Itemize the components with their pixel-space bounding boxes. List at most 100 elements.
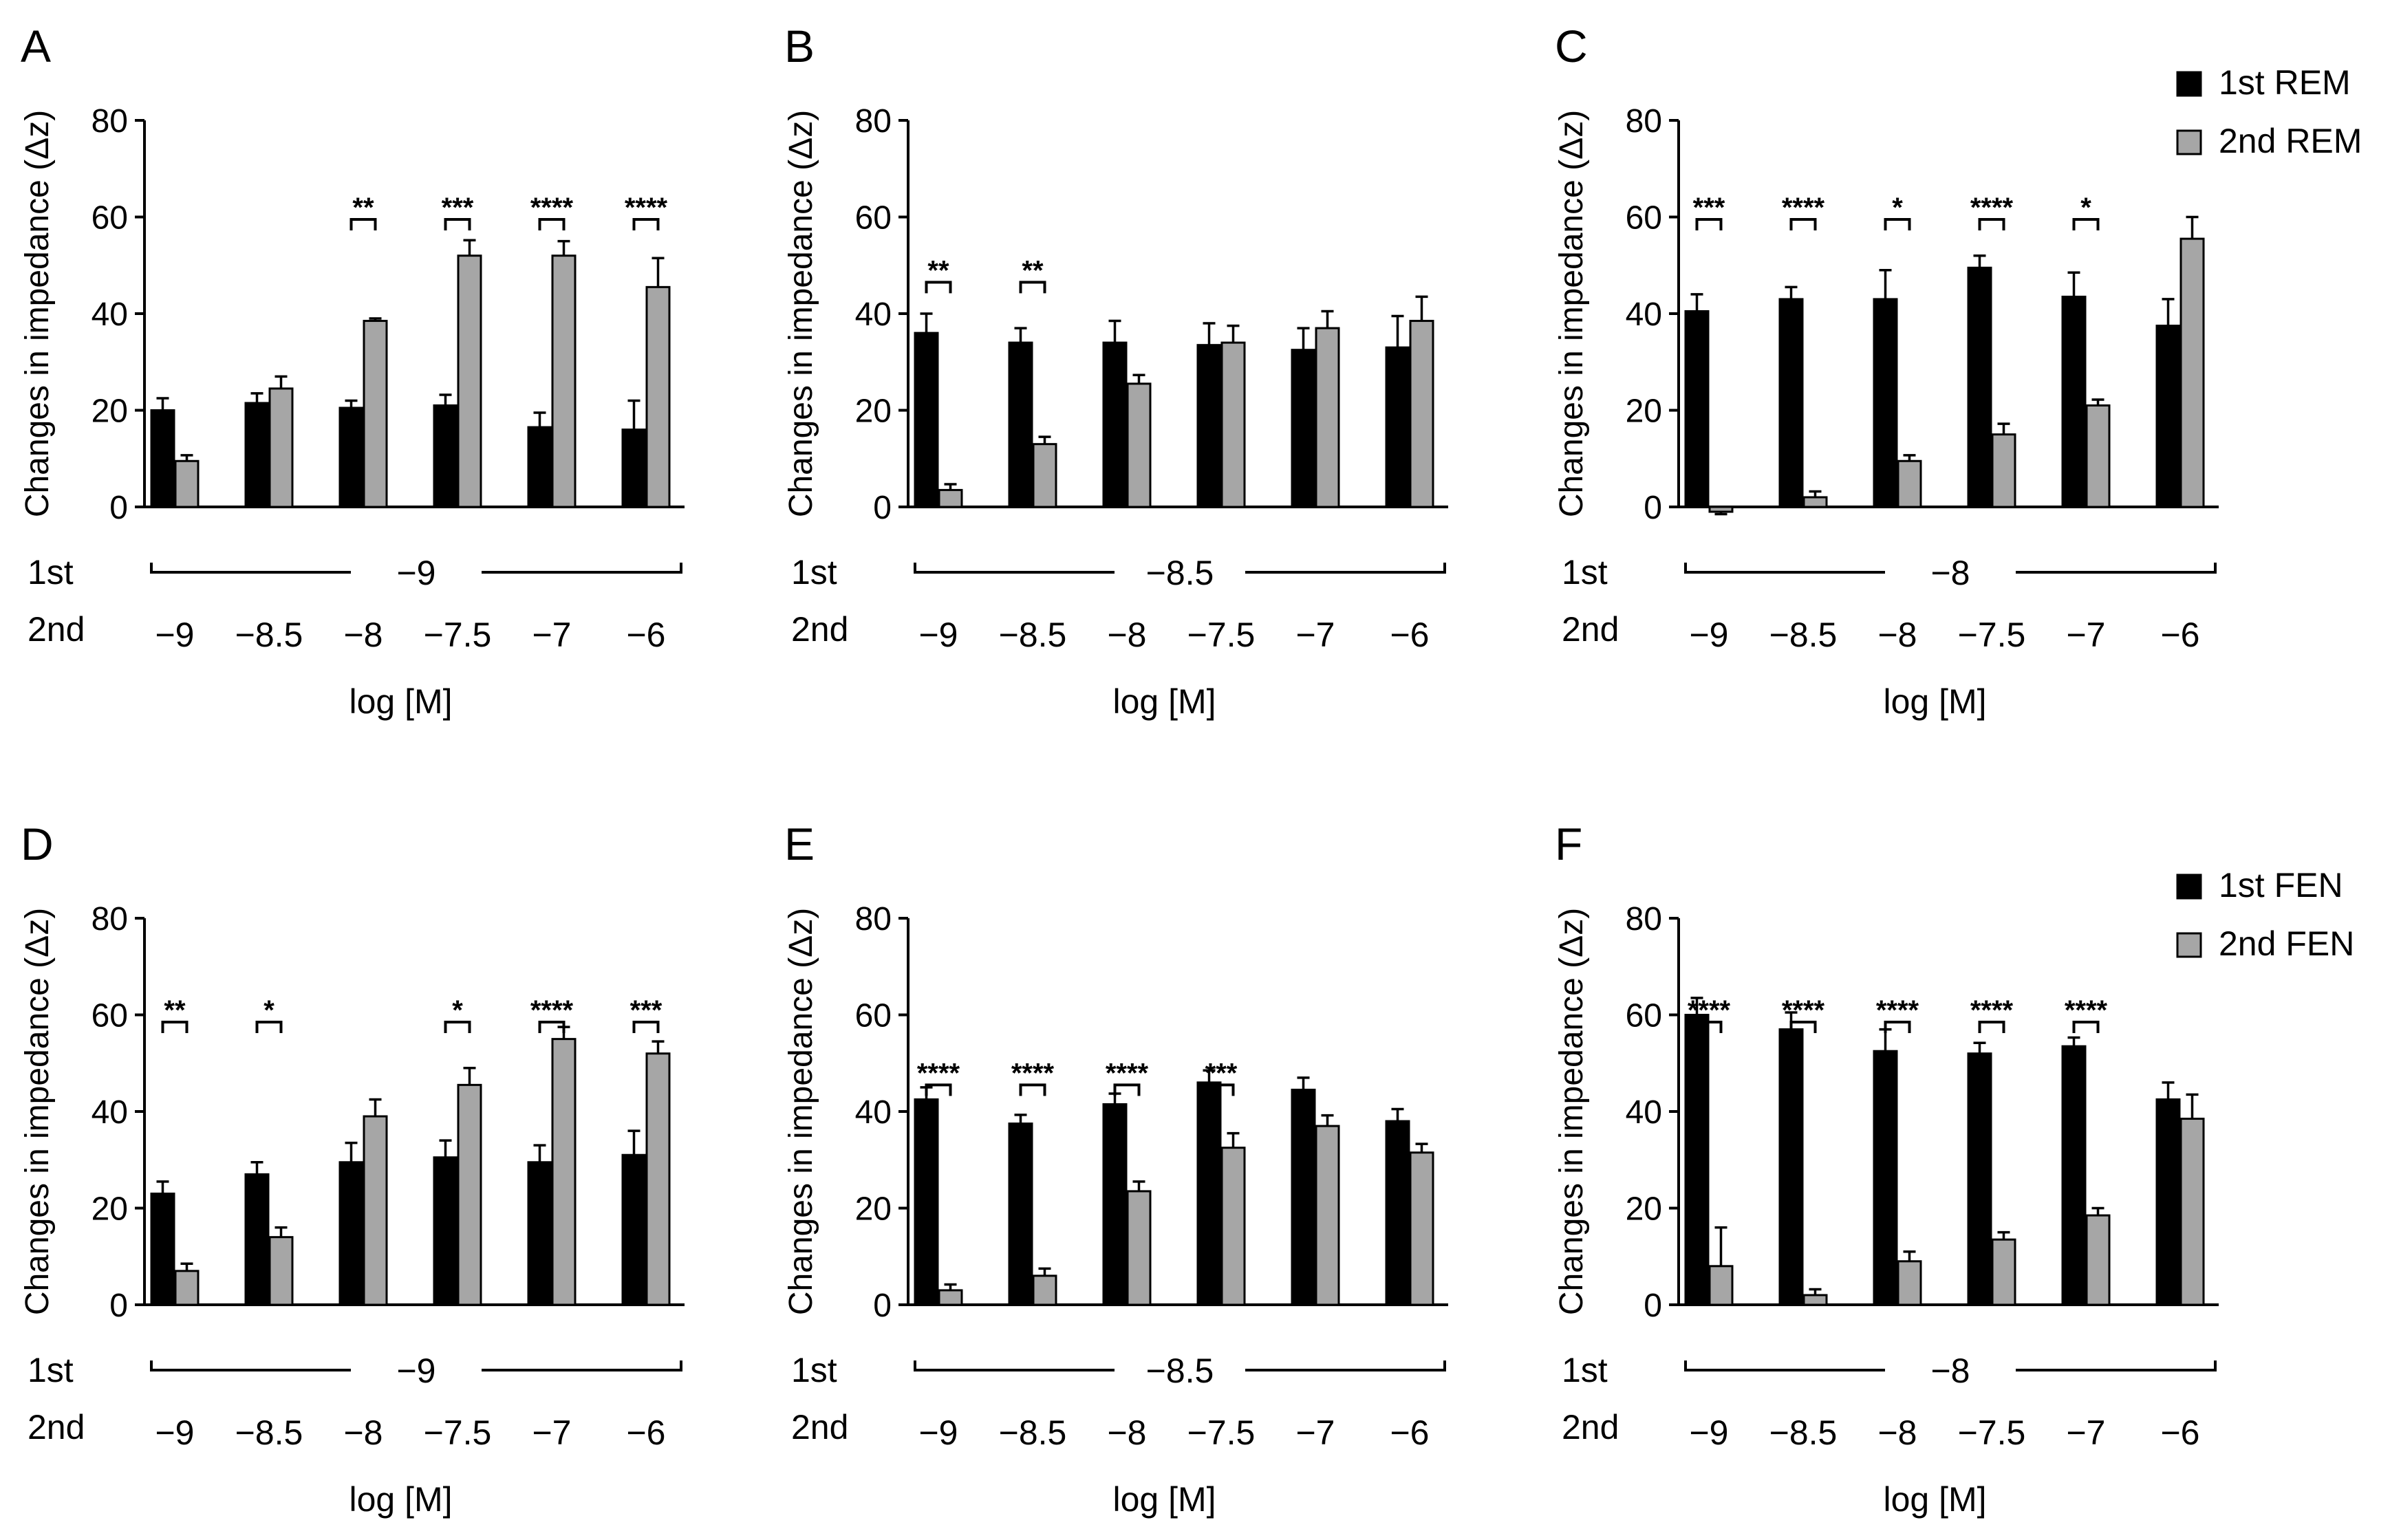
panel-c-ytick-label-0: 0	[1644, 490, 1662, 526]
panel-b-xlabel: log [M]	[1112, 682, 1216, 721]
panel-a-first-bracket-right	[482, 563, 682, 574]
panel-d-sig-bracket-1	[255, 1021, 283, 1034]
panel-a-bar-s1-1	[268, 387, 294, 508]
panel-f-bar-s0-0	[1684, 1014, 1710, 1306]
panel-e-bar-s0-2	[1102, 1103, 1128, 1306]
panel-f-row-first-label: 1st	[1562, 1351, 1608, 1389]
panel-a-sig-bracket-5	[632, 218, 660, 231]
panel-c-first-dose: −8	[1930, 554, 1970, 592]
panel-c-bar-s0-2	[1873, 298, 1898, 508]
panel-f-bar-s0-4	[2061, 1045, 2087, 1306]
panel-a-category-1: −8.5	[235, 616, 303, 654]
panel-d-category-0: −9	[155, 1413, 194, 1452]
panel-b-first-bracket-left	[914, 563, 1115, 574]
panel-f-sig-label-2: ****	[1876, 995, 1919, 1026]
panel-c-category-0: −9	[1689, 616, 1728, 654]
panel-f-ytick-label-4: 80	[1626, 901, 1662, 937]
panel-f-row-second-label: 2nd	[1562, 1408, 1619, 1446]
panel-b-category-1: −8.5	[999, 616, 1067, 654]
panel-a-ytick-label-2: 40	[91, 296, 128, 333]
panel-b-bar-s1-4	[1315, 327, 1340, 508]
panel-a-bar-s0-1	[244, 402, 270, 508]
panel-f-ytick-label-2: 40	[1626, 1094, 1662, 1131]
panel-c-bar-s1-3	[1991, 433, 2016, 508]
panel-b-sig-label-0: **	[927, 255, 949, 285]
panel-b-category-5: −6	[1390, 616, 1429, 654]
panel-d-bar-s0-0	[150, 1192, 175, 1306]
panel-f-bar-s1-1	[1802, 1294, 1828, 1306]
panel-c-first-bracket-left	[1684, 563, 1885, 574]
panel-a-sig-label-5: ****	[625, 193, 668, 223]
panel-a-category-5: −6	[626, 616, 665, 654]
panel-e-bar-s1-2	[1126, 1190, 1152, 1306]
panel-d-category-1: −8.5	[235, 1413, 303, 1452]
panel-b-row-first-label: 1st	[791, 553, 837, 592]
panel-b-ytick-label-0: 0	[873, 490, 892, 526]
panel-c-letter: C	[1555, 21, 1588, 72]
panel-c-ylabel: Changes in impedance (Δz)	[1553, 110, 1590, 517]
panel-c-sig-label-2: *	[1892, 193, 1903, 223]
panel-a-sig-label-2: **	[352, 193, 374, 223]
panel-a-bar-s0-3	[433, 404, 458, 508]
panel-d-bar-s1-3	[457, 1083, 482, 1306]
panel-c-sig-bracket-4	[2072, 218, 2100, 231]
panel-d-category-2: −8	[343, 1413, 383, 1452]
panel-d-ylabel: Changes in impedance (Δz)	[19, 908, 56, 1315]
legend-rem-swatch-first	[2176, 71, 2202, 97]
panel-a-ytick-label-1: 20	[91, 393, 128, 430]
panel-e-sig-label-2: ****	[1106, 1058, 1149, 1088]
panel-b-bar-s0-2	[1102, 341, 1128, 508]
panel-d-bar-s1-4	[551, 1038, 577, 1306]
panel-e-bar-s0-0	[914, 1098, 939, 1306]
panel-a-bar-s1-3	[457, 254, 482, 508]
panel-a-category-4: −7	[532, 616, 571, 654]
panel-a-bar-s0-2	[338, 406, 364, 508]
panel-f-sig-label-3: ****	[1970, 995, 2014, 1026]
panel-e-sig-label-1: ****	[1011, 1058, 1055, 1088]
panel-d-ytick-label-0: 0	[109, 1288, 128, 1324]
panel-f-category-2: −8	[1877, 1413, 1917, 1452]
panel-c-bar-s0-0	[1684, 310, 1710, 508]
panel-d-ytick-label-3: 60	[91, 998, 128, 1034]
panel-e-ytick-label-4: 80	[855, 901, 892, 937]
panel-f-bar-s1-4	[2085, 1214, 2111, 1306]
panel-e-category-5: −6	[1390, 1413, 1429, 1452]
panel-a-category-3: −7.5	[424, 616, 492, 654]
panel-c-sig-label-4: *	[2080, 193, 2091, 223]
panel-b-bar-s0-5	[1385, 346, 1410, 508]
panel-b-ytick-label-3: 60	[855, 200, 892, 237]
panel-d-bar-s0-4	[527, 1161, 552, 1306]
panel-d-sig-label-4: ****	[530, 995, 574, 1026]
panel-d-category-5: −6	[626, 1413, 665, 1452]
panel-b-bar-s0-1	[1008, 341, 1033, 508]
panel-c-row-second-label: 2nd	[1562, 610, 1619, 649]
panel-c-sig-bracket-2	[1884, 218, 1911, 231]
panel-f: F Changes in impedance (Δz) 0 20 40 60 80 **** *…	[1553, 818, 2219, 1519]
panel-a-xlabel: log [M]	[349, 682, 452, 721]
panel-d-sig-bracket-4	[538, 1021, 566, 1034]
panel-d-row-first-label: 1st	[28, 1351, 74, 1389]
panel-f-bar-s0-2	[1873, 1050, 1898, 1306]
panel-b-sig-bracket-0	[925, 281, 952, 294]
panel-e-first-dose: −8.5	[1146, 1352, 1214, 1390]
panel-d-sig-bracket-3	[444, 1021, 471, 1034]
panel-a-ytick-label-0: 0	[109, 490, 128, 526]
panel-d-sig-label-1: *	[263, 995, 274, 1026]
panel-c-bar-s0-5	[2155, 325, 2181, 508]
panel-e-row-first-label: 1st	[791, 1351, 837, 1389]
panel-e-sig-bracket-1	[1019, 1083, 1046, 1096]
panel-d-bar-s1-0	[174, 1270, 200, 1306]
panel-d-ytick-label-1: 20	[91, 1191, 128, 1228]
panel-e-letter: E	[784, 818, 815, 869]
panel-a-first-dose: −9	[396, 554, 435, 592]
panel-b-category-0: −9	[918, 616, 958, 654]
panel-e-bar-s1-5	[1409, 1151, 1434, 1306]
panel-a-ylabel: Changes in impedance (Δz)	[19, 110, 56, 517]
panel-f-bar-s1-0	[1708, 1265, 1734, 1306]
panel-f-bar-s1-5	[2179, 1118, 2205, 1306]
panel-f-category-0: −9	[1689, 1413, 1728, 1452]
panel-b-letter: B	[784, 21, 815, 72]
